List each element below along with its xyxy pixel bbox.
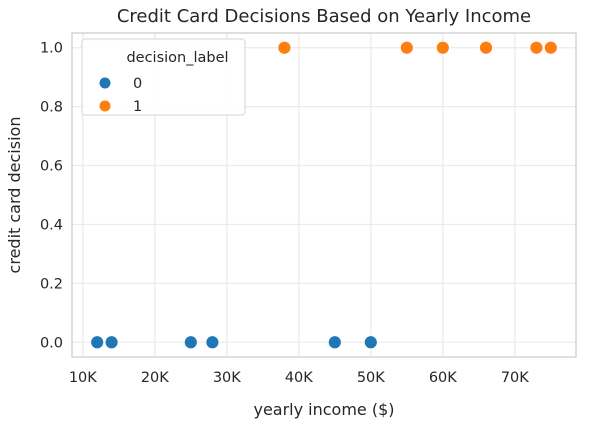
data-points	[90, 40, 558, 350]
y-tick-label: 0.0	[40, 335, 63, 351]
y-tick-label: 0.4	[40, 217, 63, 233]
legend: decision_label 01	[81, 38, 246, 116]
plot-frame	[71, 32, 577, 358]
data-point-series-1	[277, 40, 292, 55]
y-axis-label: credit card decision	[5, 117, 24, 274]
x-tick-label: 10K	[69, 370, 97, 386]
legend-label-1: 1	[133, 99, 142, 115]
legend-items: 01	[99, 76, 142, 115]
x-axis-ticks: 10K 20K 30K 40K 50K 60K 70K	[69, 370, 529, 386]
y-tick-label: 0.2	[40, 276, 63, 292]
x-tick-label: 70K	[501, 370, 529, 386]
data-point-series-0	[183, 335, 198, 350]
legend-marker-0	[99, 77, 111, 89]
legend-label-0: 0	[133, 76, 142, 92]
legend-title: decision_label	[126, 50, 228, 66]
data-point-series-0	[104, 335, 119, 350]
x-tick-label: 60K	[429, 370, 457, 386]
y-tick-label: 1.0	[40, 41, 63, 57]
x-axis-label: yearly income ($)	[253, 400, 394, 419]
data-point-series-1	[529, 40, 544, 55]
data-point-series-1	[435, 40, 450, 55]
data-point-series-0	[327, 335, 342, 350]
x-tick-label: 40K	[285, 370, 313, 386]
legend-marker-1	[99, 100, 111, 112]
chart-title: Credit Card Decisions Based on Yearly In…	[117, 6, 531, 27]
data-point-series-1	[479, 40, 493, 55]
y-axis-ticks: 0.0 0.2 0.4 0.6 0.8 1.0	[40, 41, 63, 352]
data-point-series-0	[363, 335, 378, 350]
y-tick-label: 0.6	[40, 159, 63, 175]
data-point-series-1	[399, 40, 414, 55]
data-point-series-1	[543, 40, 558, 55]
x-tick-label: 50K	[357, 370, 385, 386]
x-tick-label: 20K	[141, 370, 169, 386]
legend-box	[81, 38, 246, 116]
data-point-series-0	[205, 335, 220, 350]
data-point-series-0	[90, 335, 105, 350]
y-tick-label: 0.8	[40, 100, 63, 116]
x-tick-label: 30K	[213, 370, 241, 386]
